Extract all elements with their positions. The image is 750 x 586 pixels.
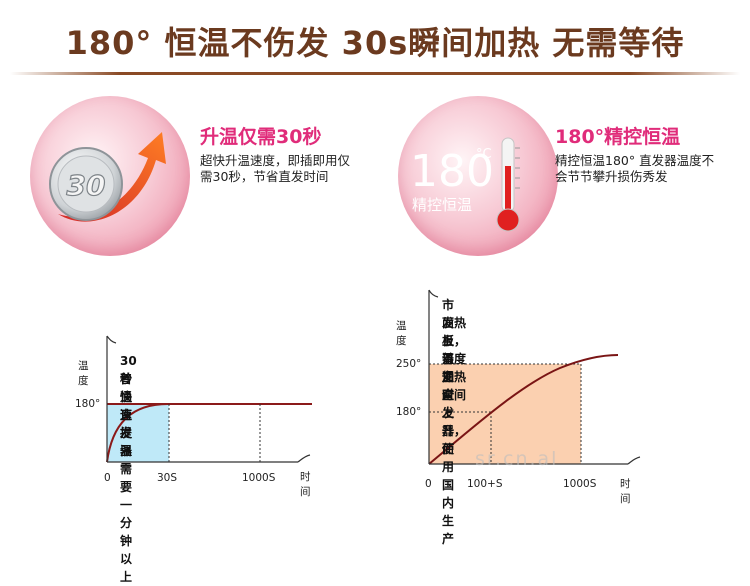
chart1-ylabel: 温度 [78, 360, 89, 387]
chart1-xtick-0: 0 [104, 472, 111, 484]
chart2-ylabel: 温度 [396, 320, 407, 347]
badge-number: 30 [67, 169, 106, 202]
chart2-curve [428, 354, 619, 465]
thermometer-icon: 180 °C 精控恒温 [410, 137, 520, 232]
temperature-badge: 180 °C 精控恒温 [398, 96, 558, 256]
headline-divider [10, 72, 740, 75]
chart1-fill-area [107, 404, 169, 462]
chart2-xtick-100s: 100+S [467, 478, 503, 490]
chart1-xlabel: 时间 [300, 471, 311, 498]
chart2-xtick-1000s: 1000S [563, 478, 597, 490]
chart1-note-line1: 30秒快速提温 [120, 354, 137, 458]
stopwatch-icon: 30 [49, 132, 166, 222]
chart2-svg [428, 289, 641, 465]
page-headline: 180° 恒温不伤发 30s瞬间加热 无需等待 [65, 24, 685, 62]
badge-caption: 精控恒温 [412, 196, 472, 214]
chart2-note-line2: 发热板，温度加热时间上升，而 [442, 316, 467, 456]
badge-number: 180 [410, 146, 494, 197]
chart2-xlabel: 时间 [620, 478, 631, 505]
chart1-xtick-30s: 30S [157, 472, 178, 484]
feature-title-temperature: 180°精控恒温 [555, 126, 681, 148]
chart1-ytick-180: 180° [75, 398, 101, 410]
feature-desc-speed: 超快升温速度，即插即用仅需30秒，节省直发时间 [200, 153, 351, 184]
chart2-ytick-250: 250° [396, 358, 422, 370]
chart2-xtick-0: 0 [425, 478, 432, 490]
chart2-note-line3: 且不安全 [442, 334, 455, 402]
watermark: sr.cn.al [475, 448, 559, 470]
chart1-xtick-1000s: 1000S [242, 472, 276, 484]
badge-unit: °C [476, 147, 492, 162]
feature-title-speed: 升温仅需30秒 [200, 126, 322, 148]
speed-badge: 30 [30, 96, 190, 256]
chart2-ytick-180: 180° [396, 406, 422, 418]
chart1-svg [106, 335, 312, 463]
feature-desc-temperature: 精控恒温180° 直发器温度不会节节攀升损伤秀发 [555, 153, 715, 184]
chart1-curve [106, 403, 169, 463]
